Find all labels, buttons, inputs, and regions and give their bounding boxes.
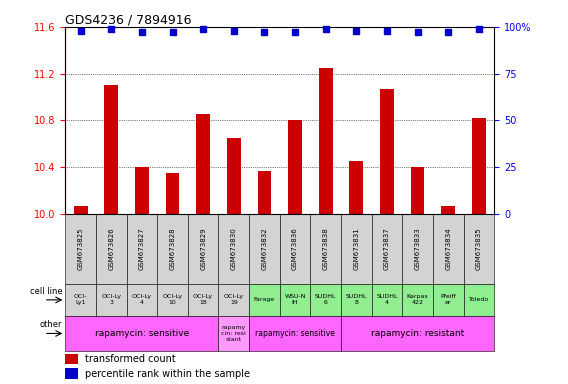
Bar (157, 214, 188, 284)
Bar (249, 284, 280, 316)
Text: transformed count: transformed count (85, 354, 176, 364)
Bar (135, 167, 149, 214)
Text: GSM673825: GSM673825 (78, 228, 83, 270)
Text: rapamycin: resistant: rapamycin: resistant (371, 329, 464, 338)
Text: OCI-
Ly1: OCI- Ly1 (74, 295, 87, 305)
Text: OCI-Ly
18: OCI-Ly 18 (193, 295, 213, 305)
Bar (197, 114, 210, 214)
Text: GSM673832: GSM673832 (261, 227, 268, 270)
Bar (310, 284, 341, 316)
Text: OCI-Ly
19: OCI-Ly 19 (224, 295, 244, 305)
Bar (65, 214, 96, 284)
Bar (127, 214, 157, 284)
Bar (65, 369, 78, 379)
Bar (310, 214, 341, 284)
Bar (96, 214, 127, 284)
Text: OCI-Ly
10: OCI-Ly 10 (162, 295, 182, 305)
Text: OCI-Ly
3: OCI-Ly 3 (101, 295, 122, 305)
Text: GSM673835: GSM673835 (476, 227, 482, 270)
Bar (433, 284, 463, 316)
Bar (341, 214, 371, 284)
Text: rapamy
cin: resi
stant: rapamy cin: resi stant (222, 325, 246, 342)
Text: SUDHL
8: SUDHL 8 (345, 295, 367, 305)
Bar (65, 354, 78, 364)
Bar (441, 205, 455, 214)
Text: WSU-N
IH: WSU-N IH (285, 295, 306, 305)
Text: Farage: Farage (254, 297, 275, 302)
Bar (249, 316, 341, 351)
Bar (319, 68, 333, 214)
Bar (411, 167, 424, 214)
Text: GSM673827: GSM673827 (139, 227, 145, 270)
Text: GSM673838: GSM673838 (323, 227, 329, 270)
Text: cell line: cell line (30, 287, 62, 296)
Bar (219, 214, 249, 284)
Bar (257, 170, 272, 214)
Bar (65, 316, 219, 351)
Text: Toledo: Toledo (469, 297, 489, 302)
Text: GSM673826: GSM673826 (108, 227, 114, 270)
Bar (380, 89, 394, 214)
Text: Pfeiff
er: Pfeiff er (440, 295, 456, 305)
Text: GSM673834: GSM673834 (445, 227, 451, 270)
Bar (402, 214, 433, 284)
Bar (65, 284, 96, 316)
Bar (341, 284, 371, 316)
Text: GDS4236 / 7894916: GDS4236 / 7894916 (65, 14, 192, 27)
Text: GSM673833: GSM673833 (415, 227, 420, 270)
Text: GSM673837: GSM673837 (384, 227, 390, 270)
Bar (288, 120, 302, 214)
Bar (349, 161, 363, 214)
Bar (166, 173, 179, 214)
Text: OCI-Ly
4: OCI-Ly 4 (132, 295, 152, 305)
Text: GSM673831: GSM673831 (353, 227, 360, 270)
Text: GSM673829: GSM673829 (200, 227, 206, 270)
Bar (371, 284, 402, 316)
Bar (341, 316, 494, 351)
Text: GSM673828: GSM673828 (169, 227, 176, 270)
Bar (219, 316, 249, 351)
Bar (96, 284, 127, 316)
Bar (219, 284, 249, 316)
Bar (280, 284, 310, 316)
Bar (105, 85, 118, 214)
Text: rapamycin: sensitive: rapamycin: sensitive (95, 329, 189, 338)
Bar (227, 138, 241, 214)
Text: other: other (40, 320, 62, 329)
Text: Karpas
422: Karpas 422 (407, 295, 428, 305)
Bar (402, 284, 433, 316)
Text: GSM673830: GSM673830 (231, 227, 237, 270)
Bar (463, 214, 494, 284)
Bar (371, 214, 402, 284)
Bar (74, 205, 87, 214)
Bar (433, 214, 463, 284)
Text: SUDHL
4: SUDHL 4 (376, 295, 398, 305)
Bar (463, 284, 494, 316)
Bar (280, 214, 310, 284)
Bar (188, 284, 219, 316)
Text: rapamycin: sensitive: rapamycin: sensitive (255, 329, 335, 338)
Text: GSM673836: GSM673836 (292, 227, 298, 270)
Bar (188, 214, 219, 284)
Text: percentile rank within the sample: percentile rank within the sample (85, 369, 249, 379)
Bar (157, 284, 188, 316)
Bar (127, 284, 157, 316)
Bar (472, 118, 486, 214)
Text: SUDHL
6: SUDHL 6 (315, 295, 336, 305)
Bar (249, 214, 280, 284)
